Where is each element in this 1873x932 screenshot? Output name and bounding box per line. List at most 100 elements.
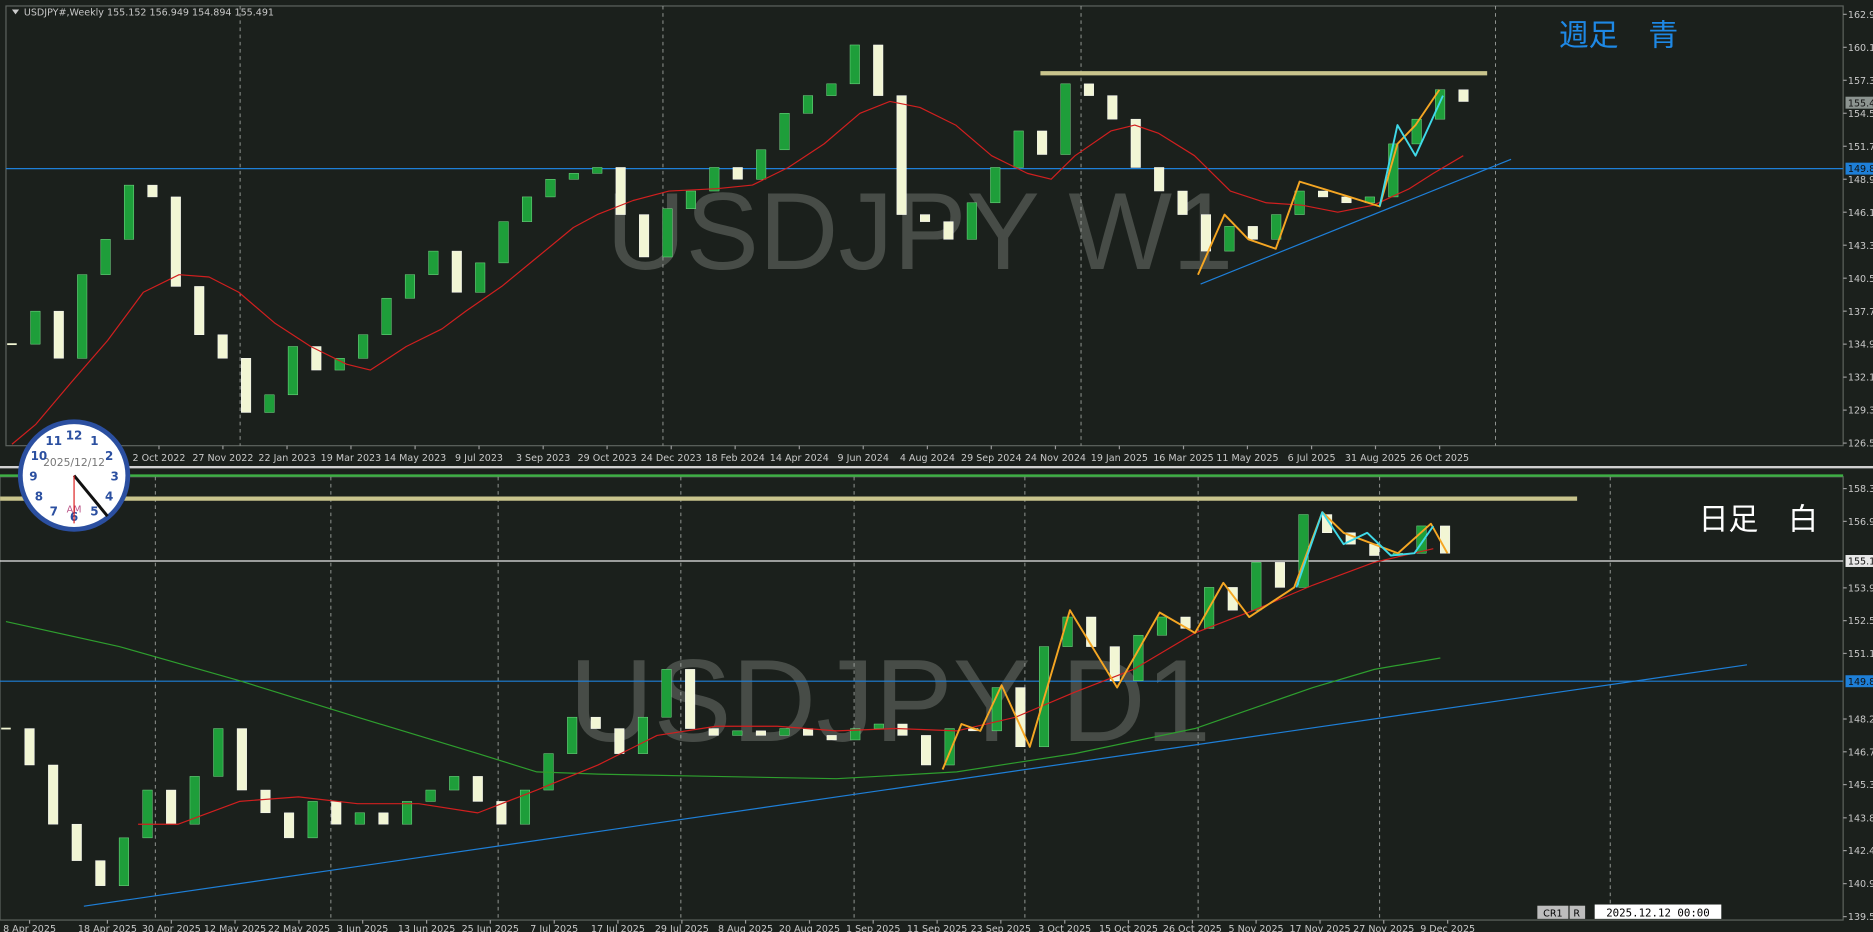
candle <box>522 196 533 222</box>
status-box <box>1569 905 1586 919</box>
overlay-line <box>941 511 1449 770</box>
menu-arrow[interactable] <box>11 9 20 15</box>
candle <box>1109 646 1120 681</box>
y-tick-label: 151.7 <box>1848 142 1873 153</box>
candle <box>802 95 813 114</box>
candle <box>1083 83 1094 96</box>
status-bar: CR1 R 2025.12.12 00:00 <box>1537 904 1722 919</box>
candle <box>425 789 436 802</box>
x-tick-label: 12 May 2025 <box>204 924 266 932</box>
price-label: 149.88 <box>1848 677 1873 688</box>
candle <box>685 669 696 729</box>
candle <box>755 730 766 736</box>
candle <box>260 789 271 814</box>
x-tick-label: 22 Jan 2023 <box>258 453 315 464</box>
candle <box>496 801 507 825</box>
candle <box>287 346 298 396</box>
candle <box>194 286 205 335</box>
candle <box>100 239 111 275</box>
candle <box>1227 587 1238 611</box>
x-tick-label: 22 May 2025 <box>268 924 330 932</box>
clock-date: 2025/12/12 <box>43 456 105 469</box>
status-profile: CR1 <box>1543 908 1562 919</box>
x-tick-label: 19 Mar 2023 <box>321 453 382 464</box>
candle <box>1130 118 1141 168</box>
candle <box>920 214 931 222</box>
candle <box>897 723 908 736</box>
candle <box>404 274 415 299</box>
x-tick-label: 14 May 2023 <box>384 453 446 464</box>
x-tick-label: 19 Jan 2025 <box>1091 453 1148 464</box>
candle <box>1251 562 1262 611</box>
candle <box>921 735 932 766</box>
candle <box>661 669 672 718</box>
clock-numeral: 12 <box>66 429 83 443</box>
candle <box>217 334 228 359</box>
status-box <box>1537 905 1569 919</box>
y-tick-label: 140.99 <box>1848 879 1873 890</box>
candle <box>826 83 837 96</box>
candle <box>48 764 59 825</box>
x-tick-label: 6 Jul 2025 <box>1288 453 1336 464</box>
x-tick-label: 24 Dec 2023 <box>641 453 702 464</box>
y-tick-label: 148.22 <box>1848 715 1873 726</box>
y-tick-label: 129.3 <box>1848 406 1873 417</box>
overlay-line <box>1200 158 1512 285</box>
clock-numeral: 2 <box>105 449 113 463</box>
candle <box>614 728 625 754</box>
candle <box>284 812 295 839</box>
y-tick-label: 154.5 <box>1848 109 1873 120</box>
x-tick-label: 23 Sep 2025 <box>971 924 1032 932</box>
candle <box>779 113 790 151</box>
x-tick-label: 8 Apr 2025 <box>3 924 56 932</box>
x-tick-label: 31 Aug 2025 <box>1345 453 1406 464</box>
clock-numeral: 4 <box>105 490 113 504</box>
clock-numeral: 9 <box>29 469 37 483</box>
status-time: 2025.12.12 00:00 <box>1606 906 1710 919</box>
candle <box>1200 214 1211 252</box>
candle <box>1458 89 1469 102</box>
candle <box>166 789 177 825</box>
x-tick-label: 9 Jun 2024 <box>838 453 889 464</box>
x-tick-label: 26 Oct 2025 <box>1163 924 1222 932</box>
candle <box>991 687 1002 732</box>
clock-numeral: 8 <box>35 490 43 504</box>
candle <box>307 801 318 839</box>
x-tick-label: 11 May 2025 <box>1216 453 1278 464</box>
y-tick-label: 157.3 <box>1848 76 1873 87</box>
candle <box>590 716 601 729</box>
overlay-line <box>83 664 1748 907</box>
overlay-line <box>1378 95 1444 207</box>
candle <box>1435 89 1446 120</box>
plot-border <box>5 5 1844 447</box>
x-tick-label: 3 Sep 2023 <box>516 453 570 464</box>
chart-panel: USDJPY D1 158.34 156.90 153.98 152.54 151.10 1… <box>0 476 1873 932</box>
x-tick-label: 9 Jul 2023 <box>455 453 503 464</box>
candle <box>402 801 413 825</box>
x-tick-label: 26 Oct 2025 <box>1410 453 1469 464</box>
y-tick-label: 146.78 <box>1848 747 1873 758</box>
x-tick-label: 15 Oct 2025 <box>1099 924 1158 932</box>
candle <box>685 190 696 209</box>
y-tick-label: 162.9 <box>1848 10 1873 21</box>
candle <box>779 728 790 736</box>
candle <box>118 837 129 886</box>
x-tick-label: 29 Sep 2024 <box>961 453 1022 464</box>
candle <box>331 801 342 825</box>
x-tick-label: 3 Oct 2025 <box>1038 924 1091 932</box>
price-label-box <box>1845 675 1873 688</box>
candle <box>567 716 578 754</box>
candle <box>849 44 860 85</box>
price-label: 155.16 <box>1848 557 1873 568</box>
candle <box>334 358 345 371</box>
clock-numeral: 5 <box>90 505 98 519</box>
candle <box>378 812 389 825</box>
candle <box>236 728 247 791</box>
x-tick-label: 1 Sep 2025 <box>846 924 900 932</box>
y-tick-label: 126.5 <box>1848 439 1873 450</box>
candle <box>1013 130 1024 168</box>
candle <box>1318 190 1329 198</box>
candle <box>428 250 439 275</box>
candle <box>592 167 603 174</box>
